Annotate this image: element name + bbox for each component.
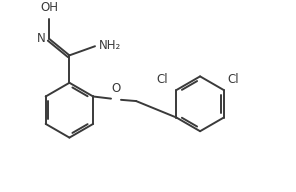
Text: N: N (37, 31, 46, 45)
Text: Cl: Cl (228, 73, 239, 86)
Text: NH₂: NH₂ (99, 39, 121, 52)
Text: Cl: Cl (157, 73, 168, 86)
Text: O: O (111, 82, 121, 95)
Text: OH: OH (40, 1, 58, 14)
